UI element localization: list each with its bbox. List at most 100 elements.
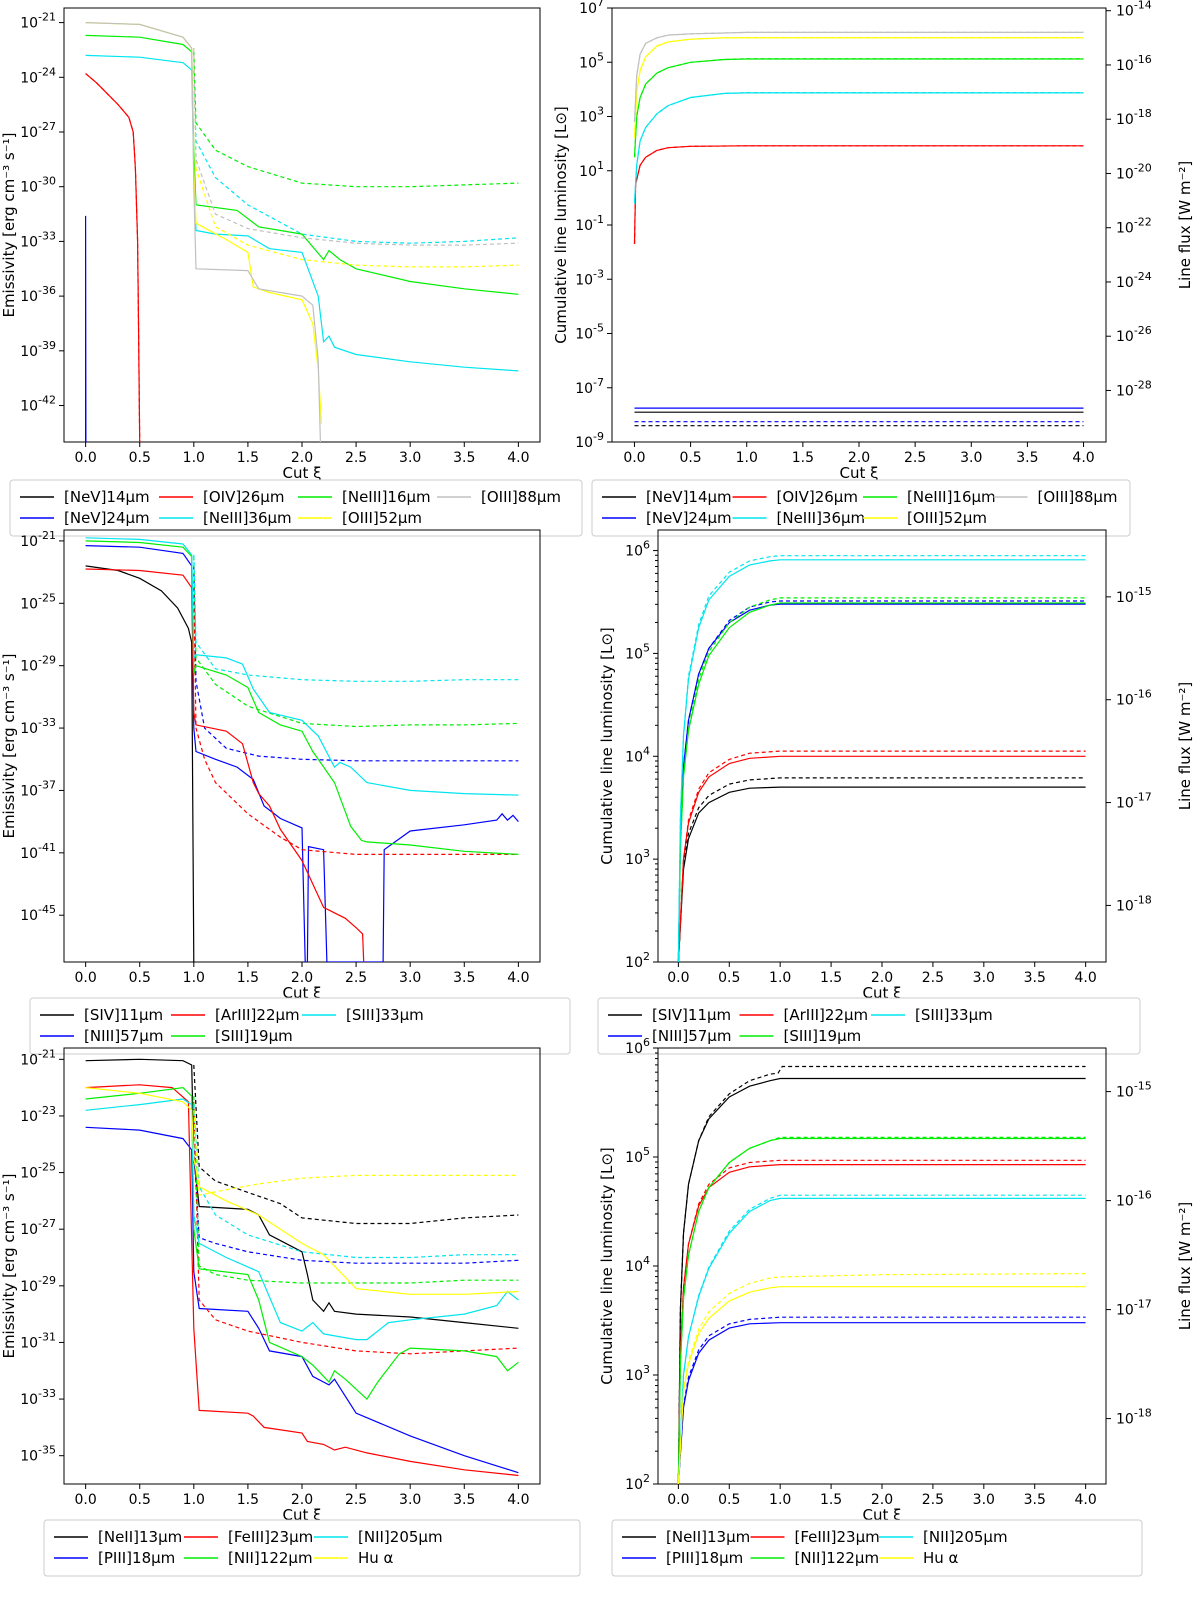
x-tick-label: 1.0	[183, 1492, 205, 1508]
y2-tick-label: 10-18	[1116, 107, 1152, 128]
legend-entry: [OIII]88μm	[481, 488, 561, 506]
y-tick-label: 10-35	[20, 1444, 56, 1465]
legend-entry: [NeIII]16μm	[907, 488, 996, 506]
x-tick-label: 1.5	[792, 450, 814, 466]
y-tick-label: 10-21	[20, 1047, 56, 1068]
y2-tick-label: 10-15	[1116, 1080, 1152, 1101]
series-line-1-dashed	[677, 1316, 1086, 1484]
data-area	[677, 555, 1086, 962]
y-tick-label: 10-5	[575, 322, 604, 343]
y-tick-label: 10-21	[20, 11, 56, 32]
x-tick-label: 0.0	[75, 970, 97, 986]
x-tick-label: 2.5	[922, 1492, 944, 1508]
series-line-5-solid	[633, 37, 1084, 139]
data-area	[84, 22, 519, 442]
y-axis-label: Emissivity [erg cm⁻³ s⁻¹]	[0, 653, 18, 838]
legend-box	[611, 1519, 1143, 1577]
chart-panel-middle-left: 0.0 0.5 1.0 1.5 2.0 2.5 3.0 3.5 4.0 10-45 10-41 10-…	[0, 529, 571, 1055]
x-tick-label: 4.0	[1075, 970, 1097, 986]
series-line-0-solid	[85, 1058, 519, 1329]
legend-entry: [NeV]24μm	[64, 509, 150, 527]
x-tick-label: 0.0	[75, 1492, 97, 1508]
y2-tick-label: 10-26	[1116, 324, 1152, 345]
y-tick-label: 10-33	[20, 229, 56, 250]
x-tick-label: 2.0	[848, 450, 870, 466]
x-tick-label: 4.0	[1072, 450, 1094, 466]
x-tick-label: 0.5	[679, 450, 701, 466]
plot-frame	[63, 7, 541, 443]
data-area	[633, 31, 1084, 427]
x-tick-label: 2.5	[345, 970, 367, 986]
series-line-1-solid	[677, 603, 1086, 962]
y-tick-label: 104	[625, 1254, 650, 1275]
x-tick-label: 2.0	[291, 1492, 313, 1508]
x-tick-label: 2.5	[345, 1492, 367, 1508]
y-tick-label: 10-23	[20, 1104, 56, 1125]
series-line-6-dashed	[193, 48, 519, 246]
x-tick-label: 2.0	[871, 1492, 893, 1508]
y-tick-label: 10-31	[20, 1330, 56, 1351]
legend-entry: [NIII]57μm	[84, 1027, 163, 1045]
legend-box	[597, 997, 1141, 1055]
y2-tick-label: 10-16	[1116, 1189, 1152, 1210]
series-line-5-dashed	[193, 48, 519, 268]
legend-entry: [NeV]14μm	[64, 488, 150, 506]
legend-entry: [NeIII]16μm	[342, 488, 431, 506]
y-tick-label: 101	[579, 159, 604, 180]
legend-entry: [OIV]26μm	[203, 488, 284, 506]
series-line-3-solid	[633, 92, 1084, 204]
x-tick-label: 3.5	[453, 1492, 475, 1508]
series-line-1-dashed	[193, 1149, 519, 1264]
legend-entry: [SIII]33μm	[915, 1006, 993, 1024]
series-line-3-dashed	[193, 69, 519, 244]
plot-frame	[63, 1047, 541, 1485]
legend-entry: [OIII]88μm	[1038, 488, 1118, 506]
legend-entry: [NII]122μm	[228, 1549, 313, 1567]
series-line-0-solid	[677, 1077, 1086, 1484]
y-tick-label: 102	[625, 1472, 650, 1493]
y-tick-label: 10-9	[575, 430, 604, 451]
legend-entry: [NIII]57μm	[652, 1027, 731, 1045]
chart-panel-top-left: 0.0 0.5 1.0 1.5 2.0 2.5 3.0 3.5 4.0 10-42 10-39 10-…	[0, 7, 583, 537]
series-line-5-dashed	[193, 1110, 519, 1196]
x-tick-label: 4.0	[507, 970, 529, 986]
legend-entry: [NII]205μm	[358, 1528, 443, 1546]
data-area	[85, 1058, 519, 1477]
x-tick-label: 2.5	[904, 450, 926, 466]
plot-frame	[63, 529, 541, 963]
chart-panel-middle-right: 0.0 0.5 1.0 1.5 2.0 2.5 3.0 3.5 4.0 102 103 104 105 1…	[597, 529, 1194, 1055]
legend: [SIV]11μm [NIII]57μm [ArIII]22μm [SIII]19μm…	[29, 997, 571, 1055]
y2-tick-label: 10-17	[1116, 791, 1152, 812]
x-tick-label: 3.5	[1016, 450, 1038, 466]
y-tick-label: 105	[579, 50, 604, 71]
x-tick-label: 1.0	[769, 970, 791, 986]
series-line-4-dashed	[633, 58, 1084, 158]
y2-tick-label: 10-16	[1116, 53, 1152, 74]
x-tick-label: 2.5	[922, 970, 944, 986]
legend-entry: [NII]205μm	[923, 1528, 1008, 1546]
y2-axis-label: Line flux [W m⁻²]	[1176, 1202, 1194, 1330]
y-axis-label: Cumulative line luminosity [L⊙]	[598, 1147, 616, 1385]
y2-tick-label: 10-18	[1116, 1407, 1152, 1428]
x-tick-label: 3.0	[960, 450, 982, 466]
x-tick-label: 3.5	[1024, 970, 1046, 986]
legend-entry: [PIII]18μm	[98, 1549, 175, 1567]
series-line-4-solid	[677, 1197, 1086, 1484]
legend-entry: [SIII]19μm	[784, 1027, 862, 1045]
y-tick-label: 10-1	[575, 213, 604, 234]
x-tick-label: 1.5	[820, 970, 842, 986]
series-line-3-dashed	[677, 1136, 1086, 1484]
series-line-3-dashed	[193, 556, 519, 728]
x-axis-label: Cut ξ	[283, 464, 322, 482]
y-tick-label: 10-3	[575, 267, 604, 288]
legend-entry: [NII]122μm	[795, 1549, 880, 1567]
x-tick-label: 0.0	[667, 970, 689, 986]
y-tick-label: 10-24	[20, 65, 56, 86]
series-line-6-solid	[633, 31, 1084, 122]
y-tick-label: 107	[579, 0, 604, 17]
legend-entry: [NeIII]36μm	[777, 509, 866, 527]
y-tick-label: 10-45	[20, 903, 56, 924]
x-tick-label: 2.0	[291, 970, 313, 986]
series-line-2-dashed	[677, 750, 1086, 962]
y-tick-label: 105	[625, 641, 650, 662]
